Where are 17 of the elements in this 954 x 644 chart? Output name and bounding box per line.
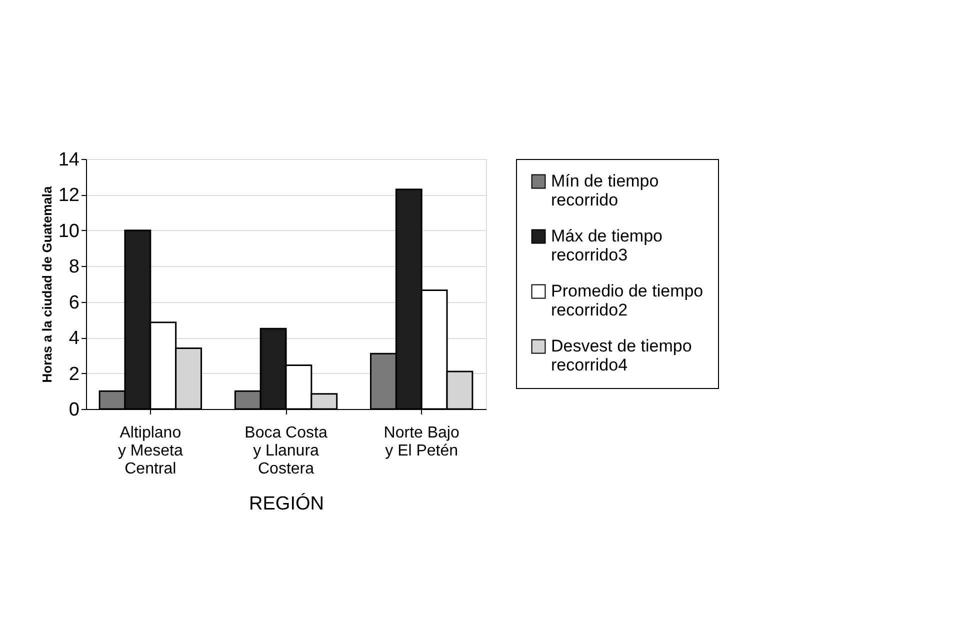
- y-tick-label: 8: [68, 256, 80, 278]
- x-axis-title: REGIÓN: [249, 492, 324, 514]
- y-tick-label: 4: [68, 328, 80, 350]
- legend-label: Máx de tiempo recorrido3: [551, 226, 662, 264]
- y-tick-label: 12: [58, 185, 80, 206]
- x-tick-label: Boca Costa y Llanura Costera: [244, 424, 328, 478]
- y-tick-label: 2: [68, 364, 80, 385]
- x-tick-label: Norte Bajo y El Petén: [384, 424, 460, 460]
- y-tick-label: 14: [58, 150, 80, 170]
- y-tick-label: 0: [68, 400, 80, 420]
- x-tick-label: Altiplano y Meseta Central: [118, 424, 183, 478]
- y-tick-label: 6: [68, 292, 80, 314]
- y-tick-label: 10: [58, 220, 80, 242]
- legend-label: Desvest de tiempo recorrido4: [551, 336, 692, 374]
- legend-label: Promedio de tiempo recorrido2: [551, 282, 704, 320]
- legend-label: Mín de tiempo recorrido: [551, 172, 659, 210]
- y-axis-title: Horas a la ciudad de Guatemala: [39, 185, 54, 383]
